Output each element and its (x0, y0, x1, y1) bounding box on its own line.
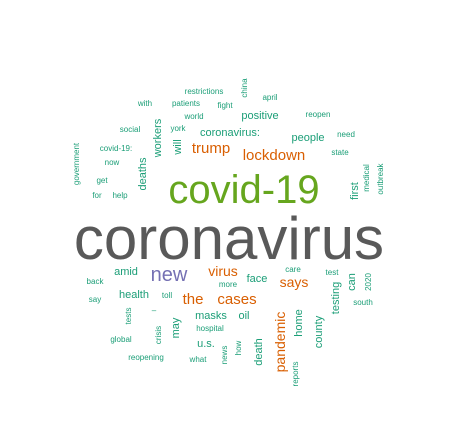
word-death: death (253, 338, 265, 366)
word-york: york (170, 124, 186, 133)
word-test: test (326, 268, 340, 277)
word-oil: oil (238, 310, 249, 322)
word-reopen: reopen (306, 110, 331, 119)
word-now: now (105, 158, 120, 167)
word-reopening: reopening (128, 353, 164, 362)
word-pandemic: pandemic (272, 312, 288, 373)
word-reports: reports (291, 362, 300, 387)
word-care: care (285, 265, 301, 274)
word-news: news (220, 346, 229, 365)
word-can: can (346, 273, 358, 291)
word-china: china (240, 78, 249, 98)
word-april: april (262, 93, 277, 102)
word-lockdown: lockdown (243, 147, 306, 164)
word-masks: masks (195, 310, 227, 322)
word-state: state (331, 148, 349, 157)
word-south: south (353, 298, 373, 307)
word-covid-19: covid-19 (168, 168, 319, 212)
word-deaths: deaths (137, 157, 149, 191)
word-coronavirus-colon: coronavirus: (200, 127, 260, 139)
word-crisis: crisis (154, 326, 163, 344)
word-more: more (219, 280, 238, 289)
word-first: first (349, 182, 361, 200)
word-say: say (89, 295, 101, 304)
word-trump: trump (192, 140, 230, 157)
word-how: how (234, 340, 243, 355)
word-what: what (189, 355, 208, 364)
word-with: with (137, 99, 152, 108)
word-testing: testing (330, 282, 342, 314)
word-need: need (337, 130, 355, 139)
word-toll: toll (162, 291, 172, 300)
word-home: home (293, 309, 305, 337)
word-world: world (183, 112, 203, 121)
word-social: social (120, 125, 141, 134)
word-people: people (291, 132, 324, 144)
word-help: help (112, 191, 128, 200)
word-will: will (172, 139, 184, 155)
word-coronavirus: coronavirus (74, 205, 384, 272)
word-new: new (151, 264, 188, 286)
word-may: may (170, 317, 182, 338)
word-back: back (87, 277, 105, 286)
word-for: for (92, 191, 102, 200)
word-en-dash: – (152, 306, 157, 315)
word-virus: virus (208, 263, 238, 279)
word-outbreak: outbreak (376, 162, 385, 194)
word-medical: medical (362, 164, 371, 192)
word-2020: 2020 (364, 273, 373, 291)
word-health: health (119, 289, 149, 301)
word-face: face (247, 273, 268, 285)
word-get: get (96, 176, 108, 185)
word-government: government (72, 142, 81, 185)
word-tests: tests (124, 308, 133, 325)
word-workers: workers (152, 118, 164, 158)
word-county: county (313, 315, 325, 348)
word-hospital: hospital (196, 324, 224, 333)
word-restrictions: restrictions (185, 87, 224, 96)
word-us: u.s. (197, 338, 215, 350)
word-patients: patients (172, 99, 200, 108)
word-the: the (183, 291, 204, 308)
word-positive: positive (241, 110, 278, 122)
word-says: says (280, 274, 309, 290)
word-covid-19-colon: covid-19: (100, 144, 132, 153)
word-global: global (110, 335, 132, 344)
word-cases: cases (217, 291, 256, 308)
word-fight: fight (217, 101, 233, 110)
word-amid: amid (114, 266, 138, 278)
